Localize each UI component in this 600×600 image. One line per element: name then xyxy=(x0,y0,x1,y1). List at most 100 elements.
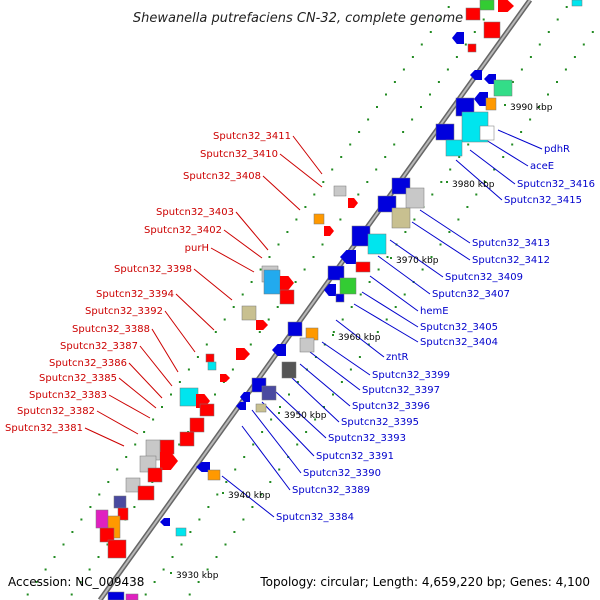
kbp-tick xyxy=(504,104,506,106)
tick-mark xyxy=(223,318,226,321)
tick-mark xyxy=(224,543,227,546)
gene-label-right: Sputcn32_3396 xyxy=(352,401,430,412)
gene-feature xyxy=(287,321,303,337)
gene-feature xyxy=(280,276,294,290)
gene-label-right: Sputcn32_3389 xyxy=(292,485,370,496)
tick-mark xyxy=(171,556,174,558)
tick-mark xyxy=(268,256,271,258)
gene-feature xyxy=(261,385,277,401)
gene-feature xyxy=(483,21,501,39)
left-leader-line xyxy=(262,175,301,211)
tick-mark xyxy=(89,506,92,508)
right-leader-line xyxy=(411,221,471,261)
tick-mark xyxy=(438,18,441,21)
tick-mark xyxy=(493,168,496,171)
gene-feature xyxy=(179,431,195,447)
tick-mark xyxy=(178,381,181,383)
tick-mark xyxy=(276,306,279,308)
tick-mark xyxy=(591,31,594,33)
left-leader-line xyxy=(279,153,323,188)
right-leader-line xyxy=(289,375,340,423)
tick-mark xyxy=(420,106,422,108)
gene-feature xyxy=(205,353,215,363)
tick-mark xyxy=(243,456,246,458)
tick-mark xyxy=(242,518,245,521)
gene-feature xyxy=(255,403,267,413)
tick-mark xyxy=(466,206,469,208)
left-leader-line xyxy=(118,377,157,409)
tick-mark xyxy=(430,256,433,258)
gene-label-left: Sputcn32_3394 xyxy=(96,289,174,300)
gene-feature xyxy=(367,233,387,255)
gene-label-right: Sputcn32_3405 xyxy=(420,322,498,333)
tick-mark xyxy=(44,568,47,571)
gene-label-right: Sputcn32_3390 xyxy=(303,468,381,479)
right-leader-line xyxy=(335,319,385,358)
tick-mark xyxy=(303,268,306,271)
gene-label-right: Sputcn32_3416 xyxy=(517,179,595,190)
tick-mark xyxy=(402,68,405,71)
right-leader-line xyxy=(241,425,291,491)
tick-mark xyxy=(286,231,289,233)
tick-mark xyxy=(214,393,216,396)
gene-label-right: Sputcn32_3393 xyxy=(328,433,406,444)
gene-feature xyxy=(467,43,477,53)
tick-mark xyxy=(421,268,424,271)
gene-feature xyxy=(493,79,513,97)
gene-label-right: Sputcn32_3384 xyxy=(276,512,354,523)
gene-feature xyxy=(240,392,250,402)
tick-mark xyxy=(393,143,396,146)
tick-mark xyxy=(296,443,299,446)
gene-feature xyxy=(220,374,230,382)
tick-mark xyxy=(393,81,396,83)
gene-feature xyxy=(147,467,163,483)
tick-mark xyxy=(134,443,137,446)
tick-mark xyxy=(564,68,567,71)
left-leader-line xyxy=(96,410,139,435)
tick-mark xyxy=(547,93,549,96)
tick-mark xyxy=(153,581,156,583)
tick-mark xyxy=(339,218,342,221)
tick-mark xyxy=(278,468,281,471)
tick-mark xyxy=(484,181,487,183)
kbp-marker-label: 3930 kbp xyxy=(176,571,219,581)
gene-feature xyxy=(236,348,250,360)
tick-mark xyxy=(458,156,461,158)
gene-label-right: Sputcn32_3407 xyxy=(432,289,510,300)
tick-mark xyxy=(349,368,352,371)
tick-mark xyxy=(340,156,343,158)
right-leader-line xyxy=(369,275,419,312)
tick-mark xyxy=(457,218,460,221)
right-leader-line xyxy=(497,129,543,150)
tick-mark xyxy=(205,343,208,346)
gene-label-left: Sputcn32_3398 xyxy=(114,264,192,275)
gene-feature xyxy=(125,593,139,600)
gene-feature xyxy=(159,439,175,455)
tick-mark xyxy=(447,6,450,8)
tick-mark xyxy=(332,331,335,333)
tick-mark xyxy=(502,156,505,158)
gene-feature xyxy=(324,226,334,236)
gene-feature xyxy=(207,361,217,371)
tick-mark xyxy=(250,281,253,283)
tick-mark xyxy=(288,393,290,396)
tick-mark xyxy=(473,31,476,33)
right-leader-line xyxy=(221,475,275,518)
gene-label-left: Sputcn32_3410 xyxy=(200,149,278,160)
gene-feature xyxy=(327,265,345,281)
tick-mark xyxy=(349,143,352,146)
tick-mark xyxy=(464,43,467,46)
tick-mark xyxy=(277,243,280,246)
kbp-tick xyxy=(332,334,334,336)
gene-feature xyxy=(405,187,425,209)
tick-mark xyxy=(279,406,281,408)
gene-feature xyxy=(355,261,371,273)
kbp-tick xyxy=(170,572,172,574)
gene-label-left: Sputcn32_3383 xyxy=(29,390,107,401)
tick-mark xyxy=(305,431,308,433)
gene-feature xyxy=(485,97,497,111)
tick-mark xyxy=(402,131,405,133)
kbp-marker-label: 3970 kbp xyxy=(396,256,439,266)
tick-mark xyxy=(314,418,317,421)
kbp-tick xyxy=(278,412,280,414)
